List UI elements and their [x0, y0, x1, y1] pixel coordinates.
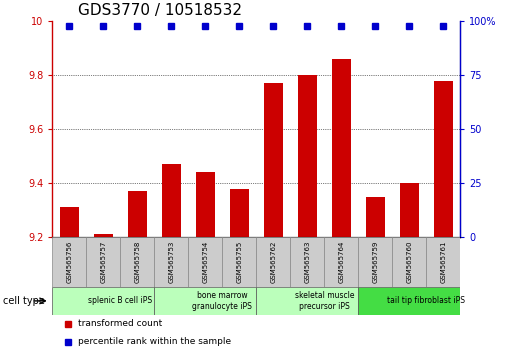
Bar: [358, 287, 460, 315]
Bar: [324, 237, 358, 287]
Bar: [332, 59, 350, 237]
Bar: [298, 75, 316, 237]
Text: GSM565754: GSM565754: [202, 241, 208, 283]
Text: GSM565763: GSM565763: [304, 241, 310, 283]
Bar: [188, 237, 222, 287]
Bar: [256, 287, 358, 315]
Text: GSM565756: GSM565756: [66, 241, 72, 283]
Bar: [426, 237, 460, 287]
Text: GSM565759: GSM565759: [372, 241, 378, 283]
Bar: [162, 164, 180, 237]
Bar: [60, 207, 78, 237]
Bar: [94, 234, 112, 237]
Text: bone marrow
granulocyte iPS: bone marrow granulocyte iPS: [192, 291, 252, 310]
Bar: [392, 237, 426, 287]
Bar: [154, 287, 256, 315]
Text: GSM565764: GSM565764: [338, 241, 344, 283]
Bar: [128, 191, 146, 237]
Text: GSM565753: GSM565753: [168, 241, 174, 283]
Bar: [400, 183, 418, 237]
Text: GSM565758: GSM565758: [134, 241, 140, 283]
Bar: [120, 237, 154, 287]
Text: GSM565757: GSM565757: [100, 241, 106, 283]
Text: GSM565755: GSM565755: [236, 241, 242, 283]
Text: GSM565760: GSM565760: [406, 241, 412, 283]
Bar: [366, 197, 384, 237]
Text: GDS3770 / 10518532: GDS3770 / 10518532: [78, 3, 243, 18]
Text: tail tip fibroblast iPS: tail tip fibroblast iPS: [387, 296, 465, 306]
Bar: [290, 237, 324, 287]
Bar: [196, 172, 214, 237]
Bar: [86, 237, 120, 287]
Text: GSM565761: GSM565761: [440, 241, 446, 283]
Bar: [264, 83, 282, 237]
Text: skeletal muscle
precursor iPS: skeletal muscle precursor iPS: [294, 291, 354, 310]
Bar: [222, 237, 256, 287]
Bar: [434, 81, 452, 237]
Bar: [230, 189, 248, 237]
Bar: [154, 237, 188, 287]
Text: percentile rank within the sample: percentile rank within the sample: [78, 337, 232, 346]
Text: cell type: cell type: [3, 296, 44, 306]
Text: GSM565762: GSM565762: [270, 241, 276, 283]
Bar: [256, 237, 290, 287]
Text: transformed count: transformed count: [78, 319, 163, 329]
Text: splenic B cell iPS: splenic B cell iPS: [88, 296, 152, 306]
Bar: [52, 237, 86, 287]
Bar: [52, 287, 154, 315]
Bar: [358, 237, 392, 287]
